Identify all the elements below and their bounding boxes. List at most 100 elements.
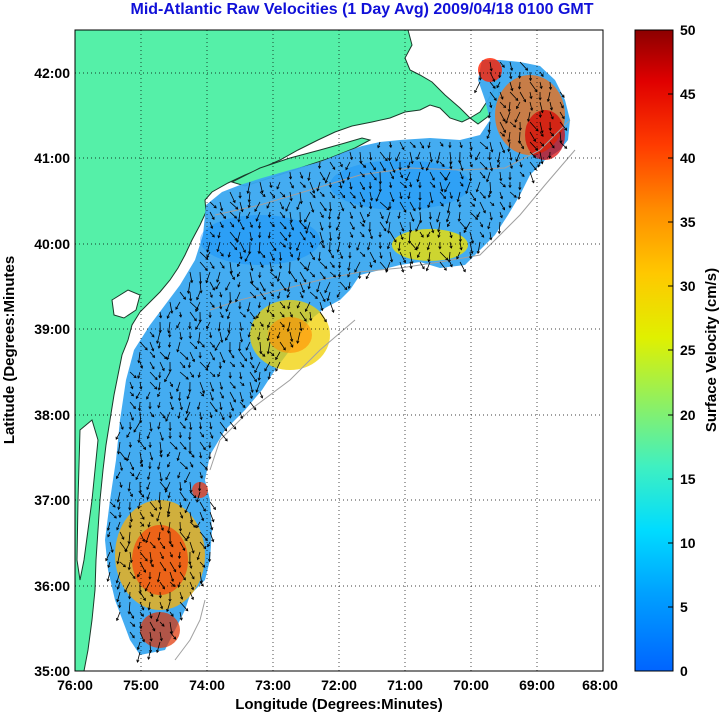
velocity-arrow	[189, 341, 198, 349]
velocity-arrow	[529, 141, 538, 151]
velocity-arrowhead	[128, 426, 132, 431]
velocity-arrowhead	[485, 146, 489, 150]
velocity-arrowhead	[208, 315, 212, 319]
velocity-arrow	[515, 151, 521, 162]
velocity-arrowhead	[347, 245, 352, 249]
velocity-arrowhead	[277, 295, 281, 300]
velocity-arrowhead	[482, 195, 486, 199]
velocity-arrowhead	[124, 589, 128, 593]
velocity-arrowhead	[518, 187, 522, 191]
velocity-arrowhead	[513, 124, 517, 128]
velocity-arrowhead	[132, 623, 136, 627]
velocity-arrowhead	[182, 365, 186, 369]
velocity-arrowhead	[303, 279, 307, 283]
velocity-arrowhead	[312, 235, 316, 239]
velocity-arrowhead	[317, 258, 322, 262]
velocity-arrowhead	[126, 434, 130, 438]
velocity-arrow	[156, 611, 161, 622]
velocity-arrowhead	[264, 368, 268, 372]
velocity-arrow	[128, 561, 131, 570]
velocity-arrowhead	[157, 537, 161, 541]
velocity-arrowhead	[116, 599, 120, 603]
velocity-arrow	[279, 191, 286, 198]
velocity-arrowhead	[307, 286, 311, 290]
delaware-bay	[111, 289, 141, 319]
velocity-arrow	[167, 501, 171, 514]
velocity-arrow	[109, 541, 113, 553]
velocity-arrowhead	[118, 605, 122, 609]
velocity-arrowhead	[523, 99, 526, 103]
velocity-arrowhead	[186, 536, 190, 540]
velocity-arrowhead	[168, 334, 172, 338]
velocity-arrow	[539, 121, 543, 133]
velocity-arrow	[188, 361, 191, 368]
velocity-arrowhead	[517, 86, 522, 90]
velocity-arrowhead	[323, 208, 327, 212]
velocity-arrowhead	[167, 464, 171, 468]
velocity-arrow	[539, 71, 544, 77]
velocity-arrowhead	[440, 203, 444, 207]
velocity-arrowhead	[407, 196, 411, 200]
colorbar-tick: 40	[680, 150, 696, 166]
velocity-arrowhead	[401, 146, 405, 151]
velocity-arrowhead	[338, 274, 342, 278]
velocity-arrowhead	[425, 167, 429, 172]
velocity-arrowhead	[378, 189, 382, 193]
velocity-arrow	[236, 231, 241, 243]
velocity-arrowhead	[258, 235, 262, 239]
velocity-arrowhead	[151, 366, 155, 370]
velocity-arrowhead	[211, 357, 215, 361]
velocity-arrow	[229, 391, 236, 403]
velocity-arrowhead	[137, 574, 141, 578]
velocity-arrowhead	[260, 190, 264, 194]
velocity-arrowhead	[168, 435, 172, 440]
velocity-arrow	[289, 191, 292, 201]
velocity-arrowhead	[170, 613, 174, 617]
velocity-arrow	[149, 411, 155, 418]
velocity-arrow	[309, 271, 315, 278]
velocity-arrow	[239, 391, 244, 402]
velocity-arrow	[277, 291, 281, 299]
velocity-arrowhead	[160, 527, 164, 531]
velocity-arrow	[147, 431, 151, 439]
velocity-arrowhead	[231, 355, 235, 359]
velocity-arrow	[116, 611, 121, 621]
velocity-arrowhead	[168, 598, 172, 603]
velocity-arrowhead	[116, 586, 120, 590]
velocity-arrow	[145, 531, 151, 543]
velocity-arrow	[267, 321, 271, 328]
x-tick: 72:00	[321, 677, 357, 693]
velocity-arrowhead	[262, 288, 266, 292]
velocity-arrowhead	[145, 539, 149, 544]
velocity-arrow	[199, 541, 207, 549]
velocity-arrowhead	[249, 395, 253, 400]
velocity-arrowhead	[177, 415, 181, 419]
velocity-arrowhead	[365, 276, 369, 280]
velocity-arrowhead	[152, 545, 156, 549]
velocity-arrow	[159, 431, 164, 441]
velocity-arrow	[319, 231, 324, 244]
velocity-arrowhead	[322, 276, 326, 280]
velocity-arrowhead	[430, 200, 434, 204]
velocity-arrow	[389, 191, 394, 202]
velocity-arrowhead	[388, 144, 393, 149]
velocity-arrowhead	[139, 386, 143, 390]
velocity-arrowhead	[356, 247, 360, 251]
velocity-arrowhead	[475, 189, 479, 193]
velocity-arrowhead	[395, 158, 399, 162]
velocity-arrow	[446, 211, 451, 222]
velocity-arrowhead	[280, 206, 284, 210]
velocity-arrowhead	[189, 298, 193, 302]
velocity-arrow	[178, 581, 181, 588]
velocity-arrowhead	[137, 439, 141, 444]
velocity-arrow	[179, 591, 183, 600]
velocity-arrow	[159, 591, 161, 598]
velocity-arrowhead	[326, 298, 330, 302]
velocity-arrow	[189, 421, 192, 430]
velocity-arrow	[229, 201, 239, 210]
velocity-arrow	[189, 491, 197, 499]
velocity-arrowhead	[166, 511, 170, 515]
velocity-arrowhead	[320, 240, 324, 244]
velocity-arrow	[139, 601, 144, 610]
velocity-arrow	[129, 631, 135, 638]
